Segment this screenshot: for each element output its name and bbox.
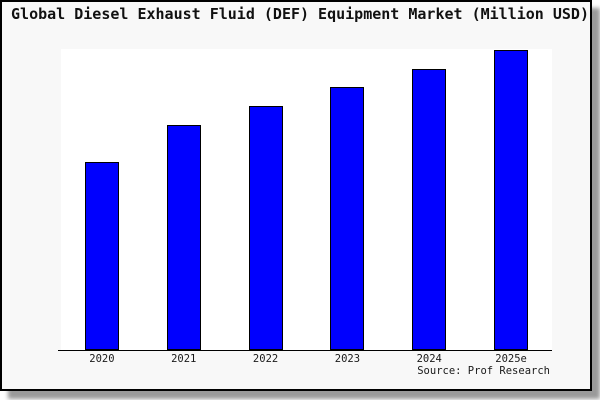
plot-area <box>61 49 552 350</box>
x-axis-tick-labels: 2020 2021 2022 2023 2024 2025e <box>61 353 552 365</box>
x-axis-line <box>58 349 552 351</box>
bar-2024 <box>412 69 447 350</box>
bar-2023 <box>330 87 365 350</box>
bar-slot-2025e <box>470 49 552 350</box>
x-tick-label-2025e: 2025e <box>495 353 527 365</box>
bar-slot-2020 <box>61 49 143 350</box>
x-tick-label-2021: 2021 <box>171 353 197 365</box>
source-text: Source: Prof Research <box>417 365 550 377</box>
bar-2021 <box>166 125 201 350</box>
bar-2022 <box>248 106 283 350</box>
x-tick-label-2024: 2024 <box>416 353 442 365</box>
chart-title: Global Diesel Exhaust Fluid (DEF) Equipm… <box>11 5 589 23</box>
bar-slot-2023 <box>306 49 388 350</box>
x-tick-label-2022: 2022 <box>252 353 279 365</box>
x-tick-label-2020: 2020 <box>89 353 115 365</box>
bar-slot-2024 <box>388 49 470 350</box>
bar-series <box>61 49 552 350</box>
bar-slot-2022 <box>225 49 307 350</box>
bar-2025e <box>494 50 529 350</box>
x-tick-label-2023: 2023 <box>334 353 361 365</box>
bar-slot-2021 <box>143 49 225 350</box>
bar-2020 <box>84 162 119 350</box>
